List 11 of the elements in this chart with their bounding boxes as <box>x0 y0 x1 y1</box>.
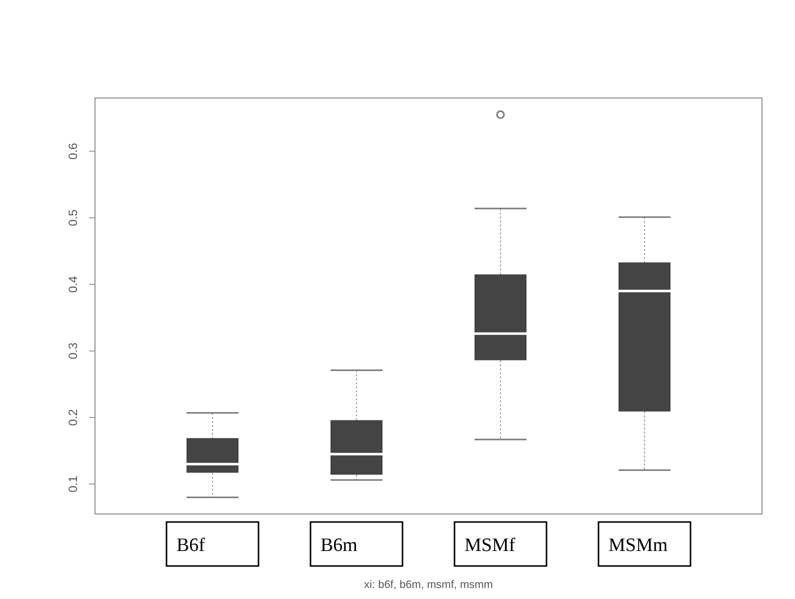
y-tick-label: 0.6 <box>66 142 80 160</box>
x-tick-label: MSMm <box>608 535 668 556</box>
y-tick-label: 0.2 <box>66 408 80 426</box>
y-tick-label: 0.5 <box>66 209 80 226</box>
x-axis-title: xi: b6f, b6m, msmf, msmm <box>364 579 493 591</box>
y-tick-label: 0.1 <box>66 475 80 492</box>
x-tick-label: B6m <box>320 535 358 556</box>
x-tick-label: MSMf <box>464 535 516 556</box>
x-tick-label: B6f <box>176 535 206 556</box>
y-tick-label: 0.4 <box>66 276 80 293</box>
y-tick-label: 0.3 <box>66 342 80 360</box>
